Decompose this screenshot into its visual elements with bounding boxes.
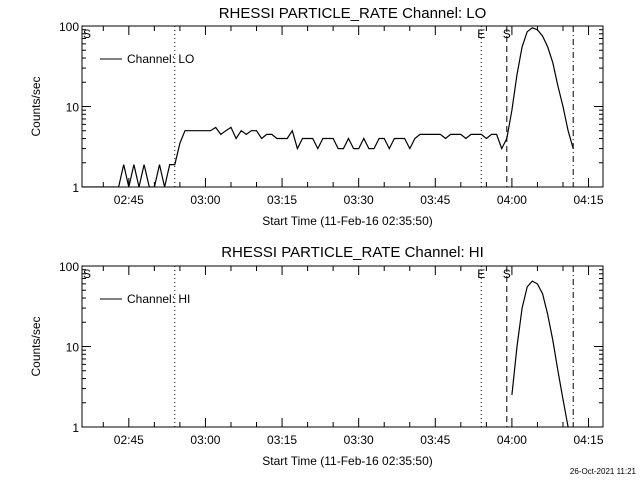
x-tick-label: 03:45: [420, 193, 450, 207]
event-marker-label: E: [477, 27, 485, 41]
chart-title: RHESSI PARTICLE_RATE Channel: HI: [221, 244, 484, 261]
x-tick-label: 02:45: [114, 433, 144, 447]
plot-frame: [81, 265, 604, 428]
x-tick-label: 03:15: [267, 193, 297, 207]
y-axis-label: Counts/sec: [29, 316, 43, 376]
y-tick-label: 1: [72, 181, 79, 195]
x-tick-label: 03:30: [344, 193, 374, 207]
x-tick-label: 04:00: [497, 433, 527, 447]
event-marker-label: S: [83, 27, 91, 41]
legend-label: Channel: LO: [127, 52, 194, 66]
legend-label: Channel: HI: [127, 292, 190, 306]
x-tick-label: 04:00: [497, 193, 527, 207]
x-axis-label: Start Time (11-Feb-16 02:35:50): [262, 454, 433, 468]
series-line: [82, 27, 574, 187]
y-tick-label: 100: [59, 20, 79, 34]
chart-panel-hi: RHESSI PARTICLE_RATE Channel: HI 1 10 100 02…: [29, 244, 604, 468]
plot-frame: [81, 25, 604, 188]
timestamp-label: 26-Oct-2021 11:21: [570, 467, 637, 476]
event-marker-label: S: [503, 267, 511, 281]
x-axis-label: Start Time (11-Feb-16 02:35:50): [262, 214, 433, 228]
x-tick-label: 04:15: [574, 193, 604, 207]
event-marker-label: E: [477, 267, 485, 281]
chart-title: RHESSI PARTICLE_RATE Channel: LO: [219, 5, 487, 22]
x-tick-label: 03:00: [190, 193, 220, 207]
x-tick-label: 02:45: [114, 193, 144, 207]
series-line: [511, 280, 569, 427]
y-tick-label: 10: [66, 101, 80, 115]
x-tick-label: 03:45: [420, 433, 450, 447]
y-tick-label: 1: [72, 421, 79, 435]
x-tick-label: 03:00: [190, 433, 220, 447]
event-marker-label: S: [83, 267, 91, 281]
x-tick-label: 04:15: [574, 433, 604, 447]
x-tick-label: 03:30: [344, 433, 374, 447]
y-tick-label: 100: [59, 260, 79, 274]
chart-panel-lo: RHESSI PARTICLE_RATE Channel: LO 1 10 100 02…: [29, 5, 604, 228]
x-tick-label: 03:15: [267, 433, 297, 447]
event-marker-label: S: [503, 27, 511, 41]
y-axis-label: Counts/sec: [29, 76, 43, 136]
y-tick-label: 10: [66, 341, 80, 355]
